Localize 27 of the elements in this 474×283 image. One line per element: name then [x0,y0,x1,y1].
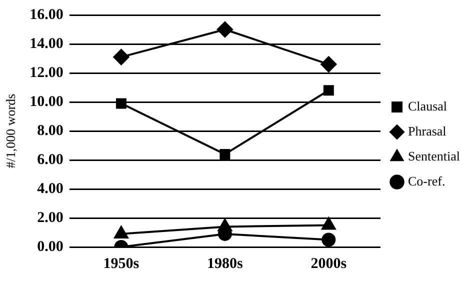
x-tick-label: 2000s [310,256,347,272]
y-tick-label: 10.00 [30,94,64,110]
legend-label: Sentential [408,148,460,164]
legend-label: Co-ref. [408,173,446,188]
point [114,226,128,238]
point [322,217,336,230]
y-tick-label: 14.00 [30,36,64,52]
point [116,98,126,109]
y-tick-label: 0.00 [37,238,64,255]
point [218,218,232,232]
point [323,85,334,96]
y-axis-title: #/1,000 words [3,94,18,168]
point [220,148,230,160]
y-tick-label: 4.00 [37,180,64,197]
y-tick-label: 2.00 [37,210,64,226]
point [113,49,130,66]
y-tick-label: 12.00 [30,64,64,81]
point [320,56,337,72]
x-tick-label: 1980s [207,256,244,272]
legend-label: Phrasal [408,123,447,138]
legend-label: Clausal [408,98,448,114]
y-tick-label: 8.00 [37,122,64,139]
y-tick-label: 16.00 [30,6,64,23]
point [216,22,233,38]
y-tick-label: 6.00 [37,152,64,168]
x-tick-label: 1950s [103,256,140,272]
point [322,232,336,247]
